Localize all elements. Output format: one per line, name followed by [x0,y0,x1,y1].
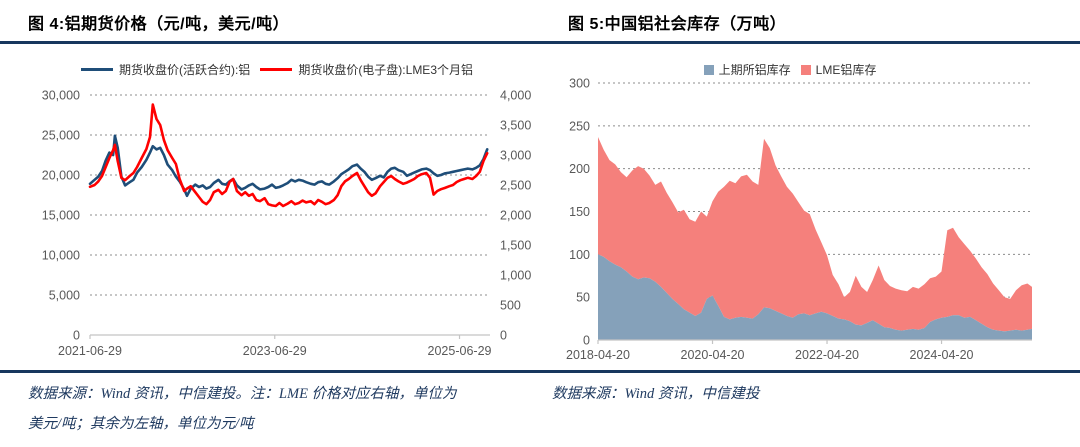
footer-divider-rule [0,370,1080,373]
figure4-legend: 期货收盘价(活跃合约):铝 期货收盘价(电子盘):LME3个月铝 [22,48,532,78]
y-axis-tick-label: 15,000 [42,209,80,223]
x-axis-tick-label: 2020-04-20 [681,348,745,362]
y-axis-tick-label: 500 [500,299,521,313]
y-axis-tick-label: 3,000 [500,149,531,163]
y-axis-tick-label: 3,500 [500,119,531,133]
y-axis-tick-label: 25,000 [42,129,80,143]
legend-label: 期货收盘价(电子盘):LME3个月铝 [298,63,473,77]
y-axis-tick-label: 20,000 [42,169,80,183]
figure5-legend: 上期所铝库存 LME铝库存 [552,48,1072,78]
area-shfe-inventory [598,254,1032,340]
legend-item-shfe-price: 期货收盘价(活跃合约):铝 [80,61,251,78]
x-axis-tick-label: 2024-04-20 [910,348,974,362]
legend-label: 上期所铝库存 [718,63,791,77]
source-note-line: 数据来源：Wind 资讯，中信建投 [552,386,760,402]
source-note-line: 数据来源：Wind 资讯，中信建投。注：LME 价格对应右轴，单位为 [28,386,457,402]
figure4-chart: 期货收盘价(活跃合约):铝 期货收盘价(电子盘):LME3个月铝 2021-06… [22,48,532,363]
y-axis-tick-label: 1,000 [500,269,531,283]
y-axis-tick-label: 250 [569,119,590,133]
figure4-source-note: 数据来源：Wind 资讯，中信建投。注：LME 价格对应右轴，单位为 美元/吨；… [28,379,538,439]
y-axis-tick-label: 100 [569,248,590,262]
legend-label: LME铝库存 [815,63,877,77]
series-line-left [88,134,489,198]
y-axis-tick-label: 5,000 [49,289,80,303]
header-divider-rule [0,41,1080,44]
y-axis-tick-label: 150 [569,205,590,219]
y-axis-tick-label: 2,000 [500,209,531,223]
y-axis-tick-label: 200 [569,162,590,176]
y-axis-tick-label: 1,500 [500,239,531,253]
figure4-plot: 2021-06-29 2023-06-29 2025-06-29 0 5,000 10,0… [42,89,532,359]
area-lme-inventory [598,137,1032,332]
x-axis-tick-label: 2023-06-29 [243,344,307,358]
figure4-title: 图 4:铝期货价格（元/吨，美元/吨） [28,16,290,33]
legend-item-lme-price: 期货收盘价(电子盘):LME3个月铝 [260,61,473,78]
lme-area-swatch-icon [800,64,811,75]
legend-item-lme-inventory: LME铝库存 [800,61,877,78]
y-axis-tick-label: 0 [500,329,507,343]
y-axis-tick-label: 2,500 [500,179,531,193]
shfe-line-swatch-icon [80,68,113,71]
legend-item-shfe-inventory: 上期所铝库存 [703,61,791,78]
y-axis-tick-label: 300 [569,78,590,91]
x-axis-tick-label: 2018-04-20 [566,348,630,362]
figure5-chart: 上期所铝库存 LME铝库存 2018-04-20 2020-04-20 2022-0… [552,48,1072,363]
y-axis-tick-label: 30,000 [42,89,80,103]
x-axis-tick-label: 2021-06-29 [58,344,122,358]
x-axis-tick-label: 2025-06-29 [428,344,492,358]
y-axis-tick-label: 10,000 [42,249,80,263]
figure5-plot: 2018-04-20 2020-04-20 2022-04-20 2024-04-20… [566,78,1032,362]
x-axis-tick-label: 2022-04-20 [795,348,859,362]
y-axis-tick-label: 0 [73,329,80,343]
legend-label: 期货收盘价(活跃合约):铝 [118,63,251,77]
shfe-area-swatch-icon [703,64,714,75]
y-axis-tick-label: 50 [576,291,590,305]
figure5-title: 图 5:中国铝社会库存（万吨） [568,16,787,33]
lme-line-swatch-icon [260,68,293,71]
y-axis-tick-label: 0 [583,334,590,348]
series-line-right [88,103,489,208]
y-axis-tick-label: 4,000 [500,89,531,103]
source-note-line: 美元/吨；其余为左轴，单位为元/吨 [28,416,254,432]
figure5-source-note: 数据来源：Wind 资讯，中信建投 [552,379,1072,409]
